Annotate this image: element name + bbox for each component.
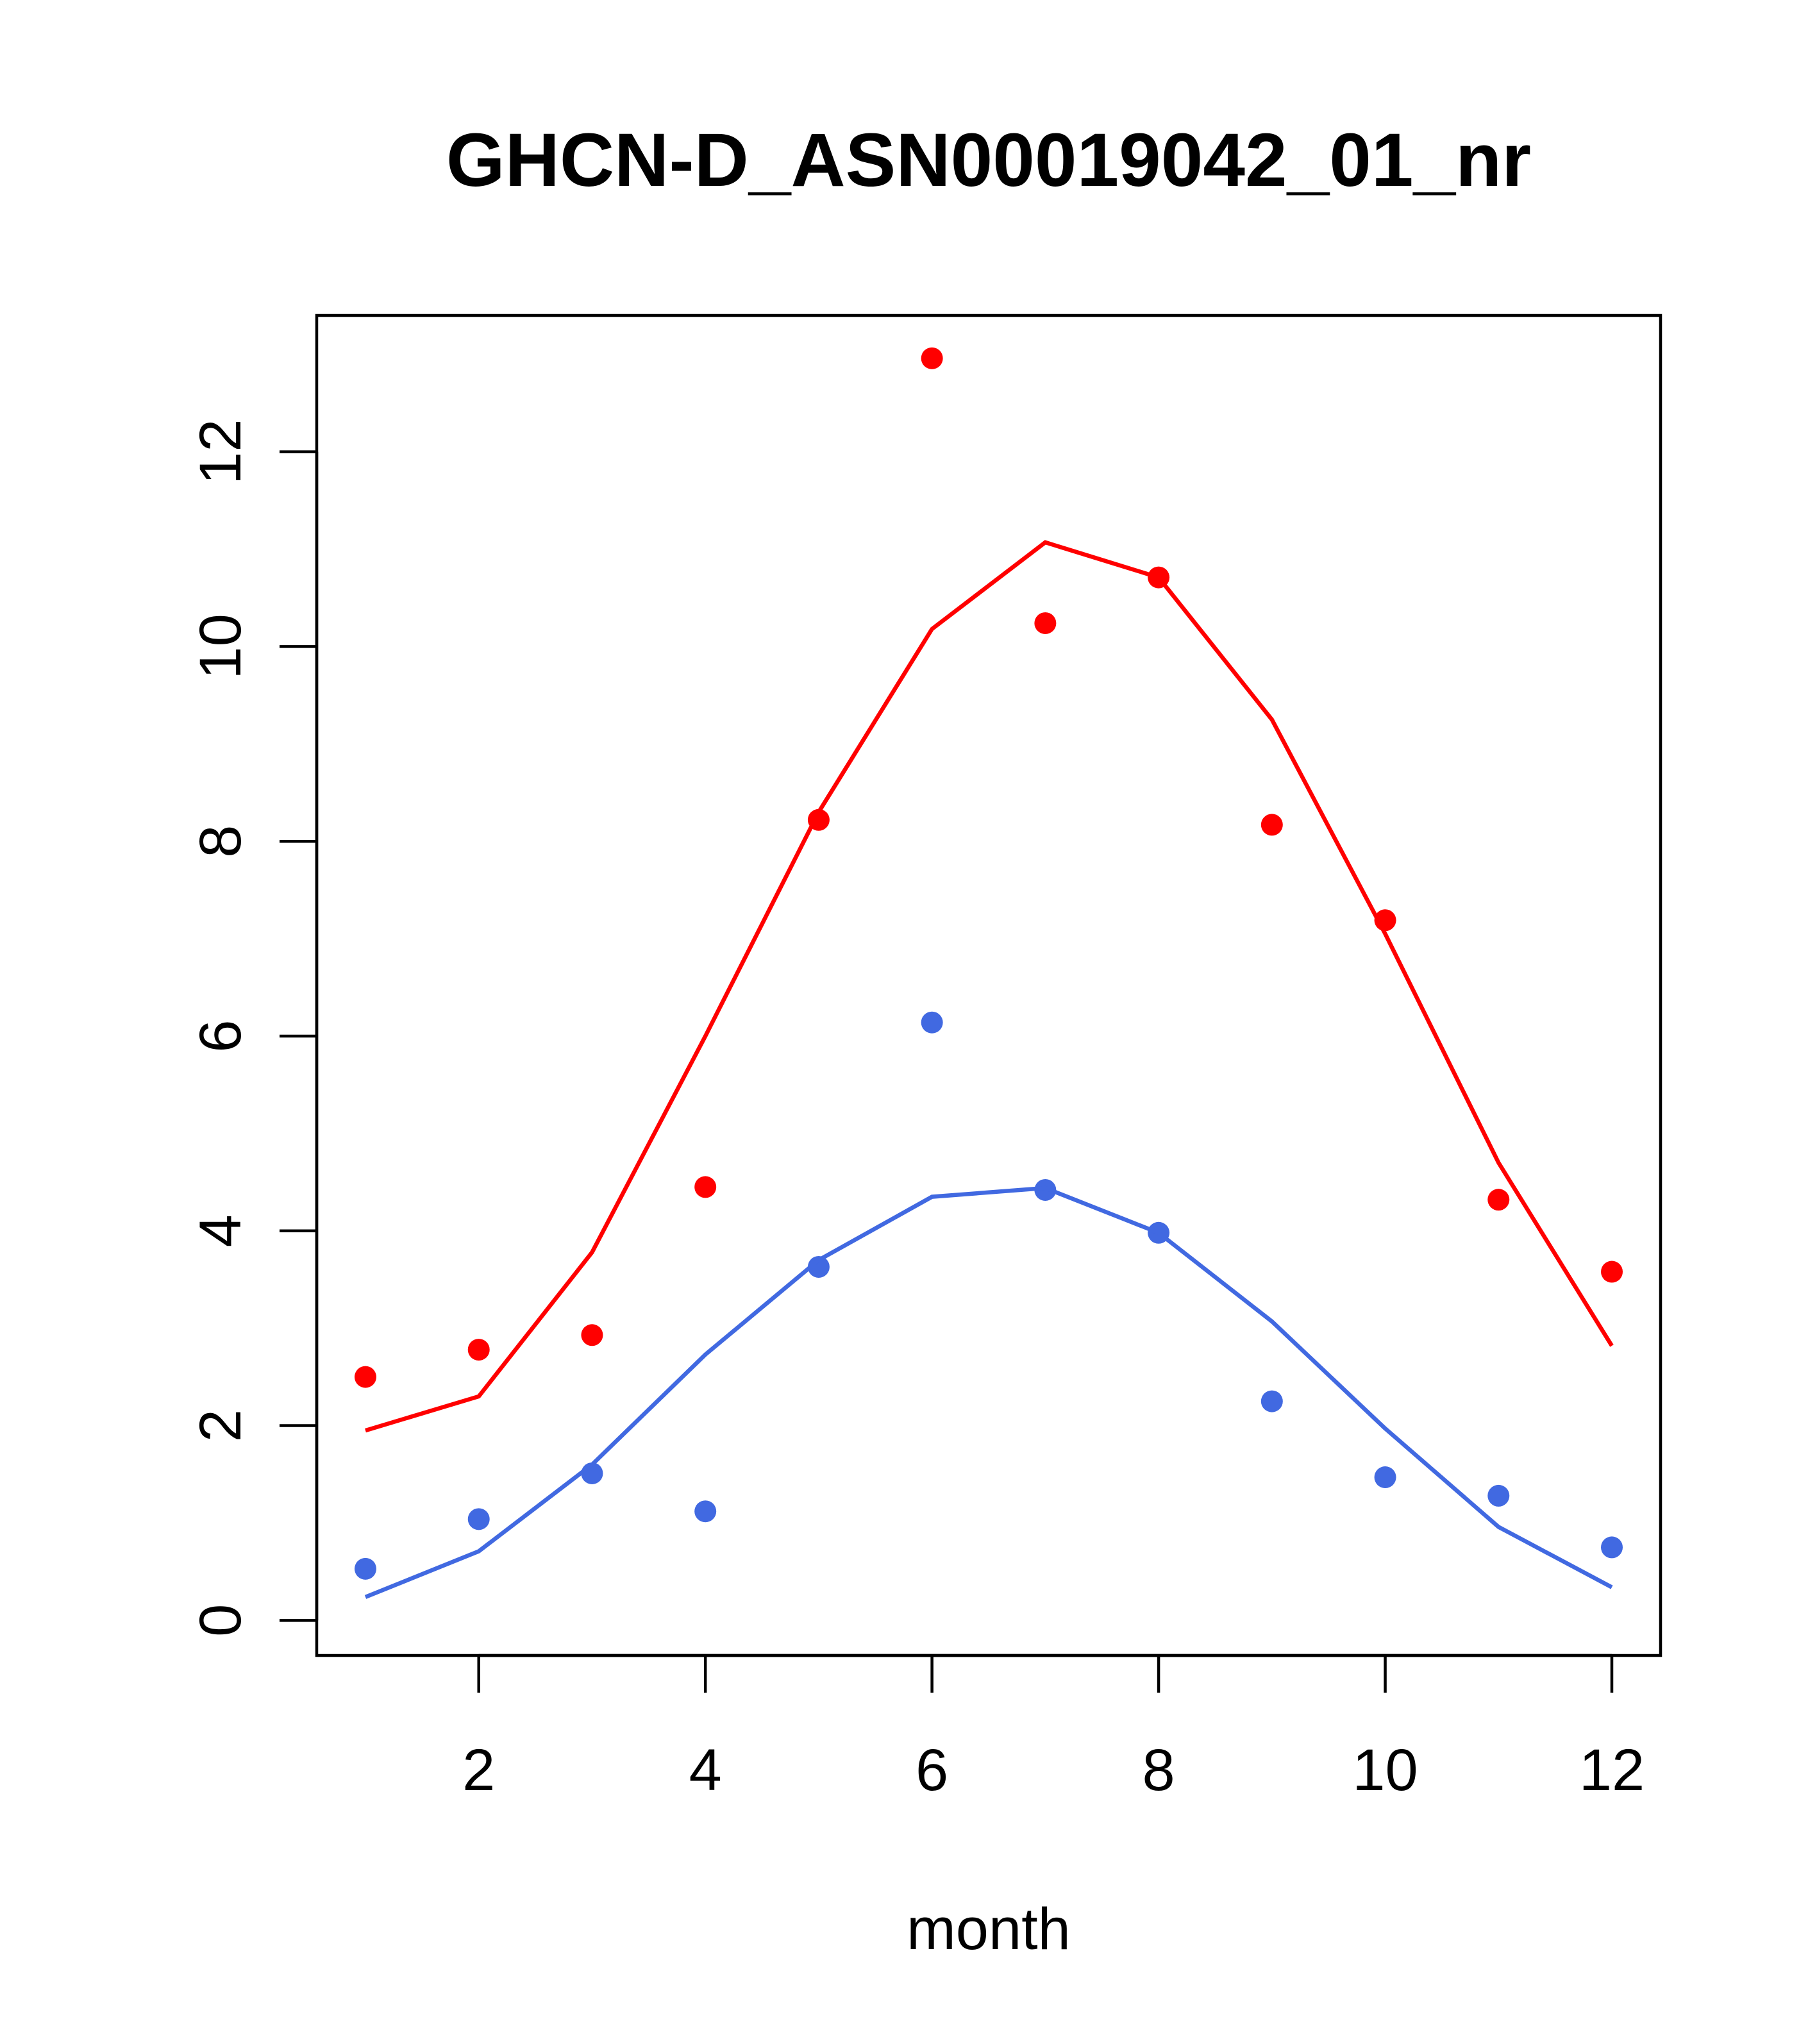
data-point bbox=[694, 1500, 717, 1523]
data-point bbox=[1034, 612, 1057, 634]
data-point bbox=[1487, 1484, 1510, 1507]
data-point bbox=[694, 1176, 717, 1198]
data-point bbox=[1487, 1189, 1510, 1211]
data-point bbox=[354, 1366, 376, 1388]
y-tick-label: 8 bbox=[188, 825, 253, 858]
data-point bbox=[467, 1339, 490, 1361]
data-point bbox=[1601, 1261, 1623, 1283]
x-tick-label: 2 bbox=[462, 1738, 495, 1803]
data-point bbox=[354, 1557, 376, 1580]
series-red-fitted bbox=[365, 540, 1614, 1433]
y-tick-label: 10 bbox=[188, 614, 253, 679]
x-axis-label: month bbox=[907, 1897, 1071, 1962]
y-axis: 0 2 4 6 8 10 12 bbox=[188, 419, 319, 1637]
series-blue-fitted bbox=[364, 1185, 1613, 1599]
data-point bbox=[1601, 1536, 1623, 1559]
y-tick-label: 6 bbox=[188, 1019, 253, 1052]
x-tick-label: 12 bbox=[1579, 1738, 1645, 1803]
data-point bbox=[467, 1508, 490, 1530]
data-point bbox=[921, 347, 943, 369]
x-tick-label: 6 bbox=[916, 1738, 948, 1803]
data-point bbox=[1374, 1466, 1396, 1489]
chart-title: GHCN-D_ASN00019042_01_nr bbox=[446, 118, 1531, 203]
series-layer bbox=[354, 347, 1623, 1599]
y-tick-label: 0 bbox=[188, 1604, 253, 1637]
data-point bbox=[581, 1324, 603, 1346]
series-line bbox=[364, 1185, 1613, 1599]
data-point bbox=[1260, 814, 1283, 836]
x-tick-label: 8 bbox=[1143, 1738, 1175, 1803]
x-axis: 2 4 6 8 10 12 bbox=[462, 1654, 1645, 1803]
y-tick-label: 2 bbox=[188, 1409, 253, 1442]
data-point bbox=[1260, 1390, 1283, 1412]
y-tick-label: 12 bbox=[188, 419, 253, 484]
x-tick-label: 10 bbox=[1352, 1738, 1418, 1803]
x-tick-label: 4 bbox=[689, 1738, 722, 1803]
series-line bbox=[365, 540, 1614, 1433]
y-tick-label: 4 bbox=[188, 1214, 253, 1247]
data-point bbox=[921, 1011, 943, 1034]
data-point bbox=[807, 1255, 830, 1278]
